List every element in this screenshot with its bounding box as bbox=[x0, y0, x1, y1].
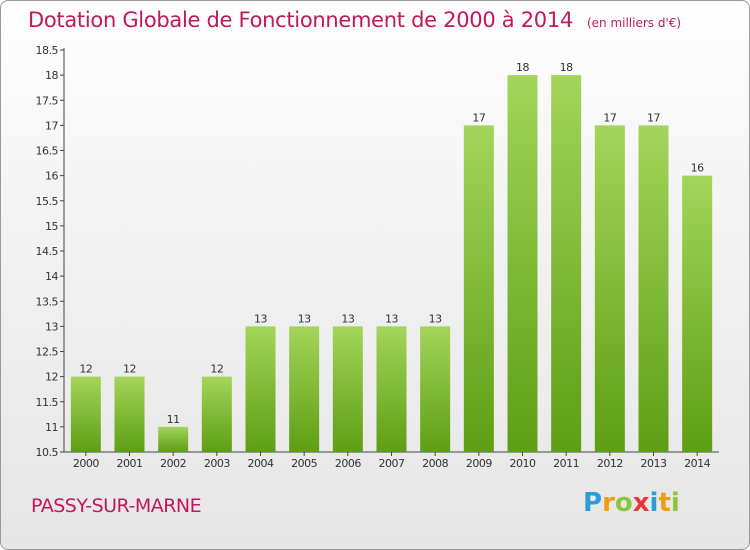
bar-value-label: 16 bbox=[691, 162, 704, 175]
bar bbox=[638, 125, 669, 452]
logo-letter: P bbox=[583, 488, 603, 518]
y-tick-label: 16 bbox=[45, 170, 58, 183]
x-tick-label: 2008 bbox=[422, 457, 448, 470]
proxiti-logo: Proxiti bbox=[583, 488, 680, 518]
bar bbox=[158, 426, 189, 452]
bar bbox=[332, 326, 363, 452]
bar-value-label: 12 bbox=[123, 363, 136, 376]
commune-name: PASSY-SUR-MARNE bbox=[31, 495, 202, 517]
y-tick-label: 14 bbox=[45, 270, 58, 283]
x-tick-label: 2001 bbox=[117, 457, 143, 470]
y-tick-label: 18.5 bbox=[36, 44, 59, 57]
bar-value-label: 18 bbox=[516, 61, 529, 74]
x-tick-label: 2011 bbox=[553, 457, 579, 470]
bar-value-label: 13 bbox=[254, 312, 267, 325]
x-tick-label: 2010 bbox=[510, 457, 536, 470]
y-tick-label: 12 bbox=[45, 371, 58, 384]
bar-value-label: 13 bbox=[385, 312, 398, 325]
logo-letter: x bbox=[632, 488, 650, 518]
logo-letter: i bbox=[670, 488, 680, 518]
bar bbox=[507, 75, 538, 452]
bar bbox=[245, 326, 276, 452]
x-tick-label: 2012 bbox=[597, 457, 623, 470]
bar-value-label: 11 bbox=[167, 413, 180, 426]
bar bbox=[201, 376, 232, 452]
y-tick-label: 15 bbox=[45, 220, 58, 233]
bar-value-label: 18 bbox=[560, 61, 573, 74]
bar-value-label: 13 bbox=[429, 312, 442, 325]
bar bbox=[463, 125, 494, 452]
bar bbox=[376, 326, 407, 452]
y-tick-label: 14.5 bbox=[36, 245, 59, 258]
y-tick-label: 11.5 bbox=[36, 396, 59, 409]
x-tick-label: 2002 bbox=[160, 457, 186, 470]
x-tick-label: 2007 bbox=[379, 457, 405, 470]
bar bbox=[682, 175, 713, 452]
bar-value-label: 13 bbox=[341, 312, 354, 325]
bar bbox=[114, 376, 145, 452]
bar-value-label: 17 bbox=[647, 111, 660, 124]
x-tick-label: 2004 bbox=[248, 457, 274, 470]
bar-value-label: 12 bbox=[210, 363, 223, 376]
x-tick-label: 2005 bbox=[291, 457, 317, 470]
logo-letter: t bbox=[658, 488, 671, 518]
y-tick-label: 17.5 bbox=[36, 94, 59, 107]
x-tick-label: 2009 bbox=[466, 457, 492, 470]
y-tick-label: 10.5 bbox=[36, 446, 59, 459]
x-tick-label: 2013 bbox=[641, 457, 667, 470]
bar-value-label: 17 bbox=[472, 111, 485, 124]
y-tick-label: 13 bbox=[45, 320, 58, 333]
y-tick-label: 17 bbox=[45, 119, 58, 132]
bar bbox=[551, 75, 582, 452]
bar bbox=[420, 326, 451, 452]
x-tick-label: 2003 bbox=[204, 457, 230, 470]
bar-value-label: 13 bbox=[298, 312, 311, 325]
x-tick-label: 2000 bbox=[73, 457, 99, 470]
chart-unit: (en milliers d'€) bbox=[586, 16, 682, 30]
bar-value-label: 17 bbox=[603, 111, 616, 124]
y-tick-label: 15.5 bbox=[36, 195, 59, 208]
bar-value-label: 12 bbox=[79, 363, 92, 376]
title-row: Dotation Globale de Fonctionnement de 20… bbox=[28, 8, 681, 32]
y-tick-label: 12.5 bbox=[36, 346, 59, 359]
y-tick-label: 18 bbox=[45, 69, 58, 82]
logo-letter: i bbox=[649, 488, 659, 518]
bar bbox=[70, 376, 101, 452]
y-tick-label: 11 bbox=[45, 421, 58, 434]
bar bbox=[289, 326, 320, 452]
y-tick-label: 16.5 bbox=[36, 145, 59, 158]
x-tick-label: 2006 bbox=[335, 457, 361, 470]
x-tick-label: 2014 bbox=[684, 457, 710, 470]
y-tick-label: 13.5 bbox=[36, 295, 59, 308]
logo-letter: r bbox=[602, 488, 615, 518]
chart-title: Dotation Globale de Fonctionnement de 20… bbox=[28, 8, 573, 32]
bar bbox=[594, 125, 625, 452]
logo-letter: o bbox=[614, 488, 633, 518]
